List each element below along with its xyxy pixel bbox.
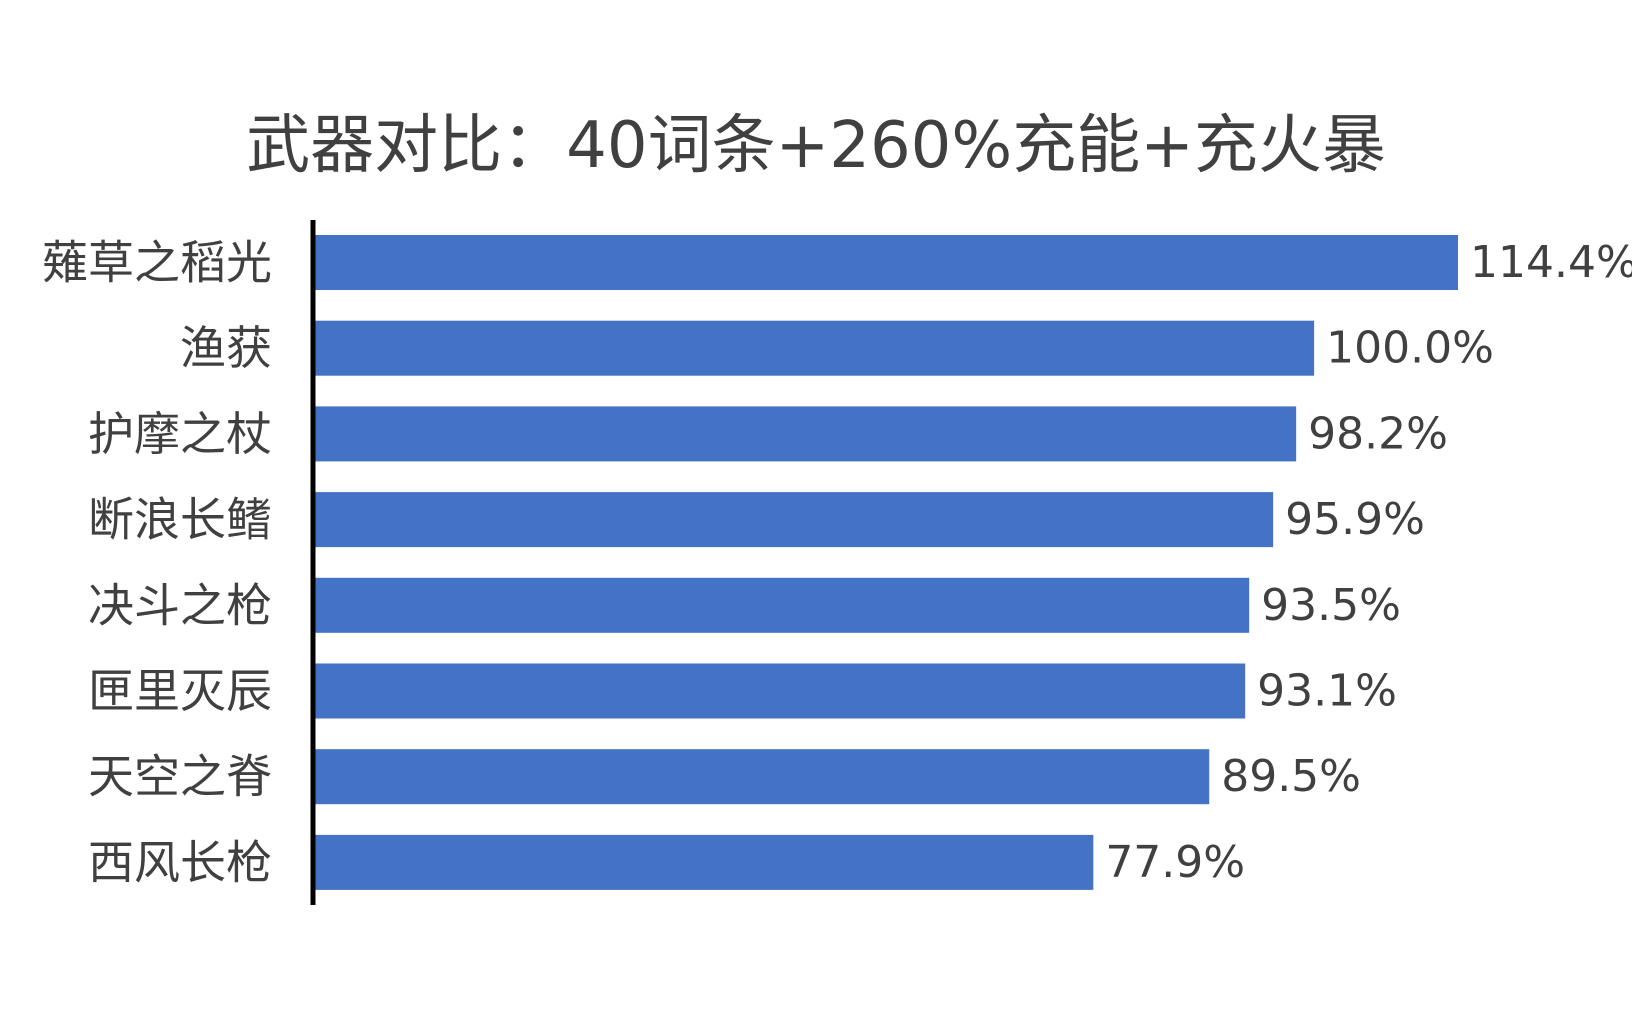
data-label: 77.9% bbox=[1105, 837, 1245, 888]
category-label: 渔获 bbox=[180, 321, 272, 375]
bar bbox=[315, 663, 1246, 719]
bar bbox=[315, 406, 1297, 462]
bar bbox=[315, 577, 1250, 633]
data-label: 95.9% bbox=[1285, 494, 1425, 545]
data-label: 98.2% bbox=[1308, 408, 1448, 459]
category-label: 决斗之枪 bbox=[88, 578, 272, 632]
bar bbox=[315, 834, 1094, 890]
category-label: 薙草之稻光 bbox=[42, 236, 272, 290]
category-label: 天空之脊 bbox=[88, 750, 272, 804]
bar bbox=[315, 235, 1458, 290]
data-label: 89.5% bbox=[1221, 751, 1361, 802]
chart-title: 武器对比：40词条+260%充能+充火暴 bbox=[246, 109, 1386, 183]
category-label: 匣里灭辰 bbox=[88, 664, 272, 718]
data-label: 93.1% bbox=[1257, 666, 1397, 717]
data-label: 114.4% bbox=[1470, 237, 1632, 288]
bars-layer: 薙草之稻光 114.4% 渔获 100.0% 护摩之杖 98.2% 断浪长鳍 95.9% 决斗之… bbox=[42, 235, 1632, 890]
data-label: 93.5% bbox=[1261, 580, 1401, 631]
category-label: 护摩之杖 bbox=[88, 407, 272, 461]
data-label: 100.0% bbox=[1326, 323, 1494, 374]
bar bbox=[315, 492, 1274, 548]
category-label: 西风长枪 bbox=[88, 835, 272, 889]
bar bbox=[315, 320, 1315, 376]
bar bbox=[315, 749, 1210, 805]
category-label: 断浪长鳍 bbox=[88, 493, 272, 547]
